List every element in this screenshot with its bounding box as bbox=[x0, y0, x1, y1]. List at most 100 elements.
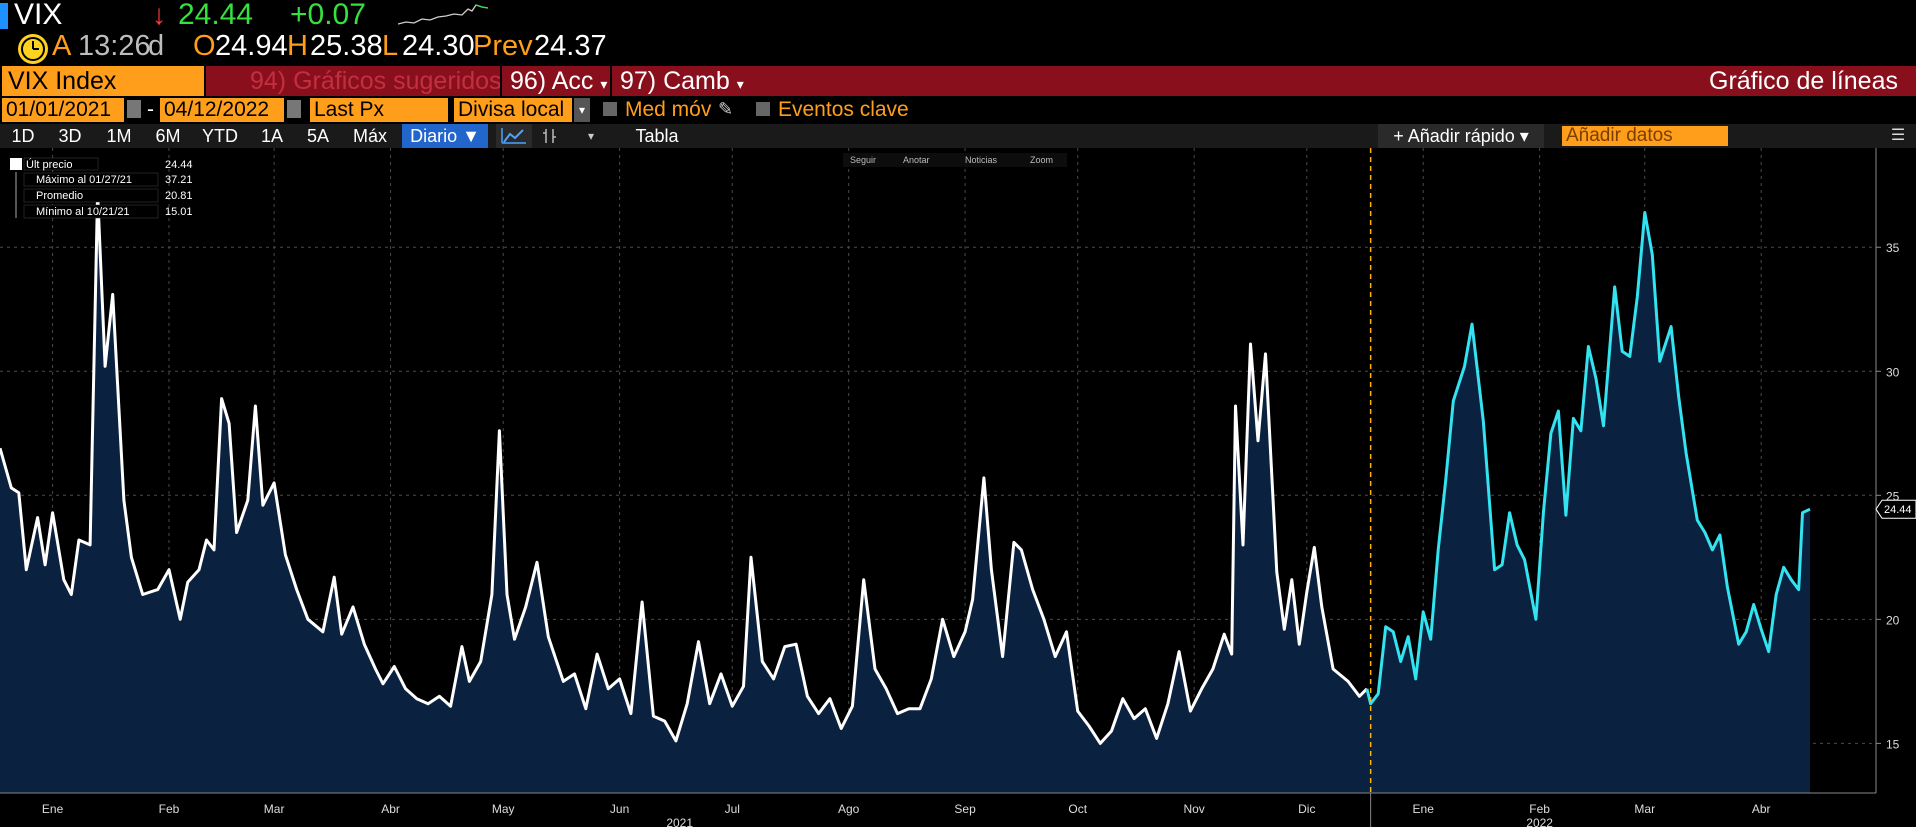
frequency-select[interactable]: Diario ▼ bbox=[402, 124, 488, 148]
add-fast-button[interactable]: + Añadir rápido ▾ bbox=[1378, 124, 1544, 148]
x-axis-ticks: Ene Feb Mar Abr May Jun Jul Ago Sep Oct Nov Dic Ene F… bbox=[42, 793, 1771, 827]
low-value: 24.30 bbox=[402, 30, 475, 62]
x-tick-label: Mar bbox=[1634, 802, 1655, 816]
pencil-icon[interactable]: ✎ bbox=[718, 99, 734, 119]
key-events-checkbox[interactable] bbox=[756, 102, 770, 116]
y-tick-label: 20 bbox=[1886, 613, 1900, 627]
legend-min-value: 15.01 bbox=[165, 206, 193, 218]
period-1a[interactable]: 1A bbox=[260, 126, 284, 146]
x-tick-label: Sep bbox=[954, 802, 976, 816]
start-date-input[interactable]: 01/01/2021 bbox=[2, 98, 124, 122]
line-chart-icon[interactable] bbox=[496, 124, 532, 148]
mini-toolbar: Seguir Anotar Noticias Zoom bbox=[843, 153, 1067, 167]
moving-average-checkbox[interactable] bbox=[603, 102, 617, 116]
last-value-marker: 24.44 bbox=[1875, 499, 1916, 519]
chevron-down-icon: ▾ bbox=[600, 76, 608, 92]
field-select[interactable]: Last Px bbox=[310, 98, 448, 122]
open-label: O bbox=[193, 30, 216, 62]
change-menu-label: 97) Camb bbox=[620, 67, 730, 95]
legend-avg-value: 20.81 bbox=[165, 190, 193, 202]
mini-zoom-button[interactable]: Zoom bbox=[1030, 155, 1053, 165]
mini-annotate-button[interactable]: Anotar bbox=[903, 155, 930, 165]
period-6m[interactable]: 6M bbox=[155, 126, 181, 146]
menu-bar bbox=[206, 66, 1916, 96]
x-tick-label: Ene bbox=[42, 802, 64, 816]
menu-divider bbox=[610, 66, 612, 96]
settings-dropdown-icon[interactable]: ☰ bbox=[1890, 127, 1906, 144]
quote-time: 13:26 bbox=[78, 30, 151, 62]
chevron-down-icon: ▾ bbox=[736, 76, 744, 92]
legend: Últ precio 24.44 Máximo al 01/27/21 37.2… bbox=[10, 157, 193, 219]
change-menu[interactable]: 97) Camb ▾ bbox=[620, 66, 744, 99]
chevron-down-icon[interactable]: ▾ bbox=[574, 98, 590, 122]
moving-average-label: Med móv bbox=[625, 98, 712, 121]
sparkline-icon bbox=[398, 4, 488, 25]
ticker-color-bar bbox=[0, 3, 8, 29]
currency-select[interactable]: Divisa local bbox=[454, 98, 572, 122]
series-line-2022 bbox=[1365, 211, 1811, 706]
period-max[interactable]: Máx bbox=[352, 126, 387, 146]
end-date-input[interactable]: 04/12/2022 bbox=[160, 98, 284, 122]
last-value-label: 24.44 bbox=[1884, 504, 1912, 516]
legend-min-label: Mínimo al 10/21/21 bbox=[36, 206, 130, 218]
y-tick-label: 15 bbox=[1886, 737, 1900, 751]
calendar-icon[interactable] bbox=[127, 100, 141, 118]
period-1d[interactable]: 1D bbox=[11, 126, 35, 146]
year-label: 2021 bbox=[666, 816, 693, 827]
chart-type-label: Gráfico de líneas bbox=[1709, 67, 1898, 95]
mini-follow-button[interactable]: Seguir bbox=[850, 155, 876, 165]
source-code: A bbox=[52, 30, 72, 62]
chevron-down-icon[interactable]: ▾ bbox=[588, 129, 595, 143]
ticker-symbol[interactable]: VIX bbox=[14, 0, 63, 31]
last-price: 24.44 bbox=[178, 0, 254, 31]
x-tick-label: Nov bbox=[1183, 802, 1204, 816]
x-tick-label: Jun bbox=[610, 802, 629, 816]
date-range-dash: - bbox=[147, 98, 154, 121]
clock-icon bbox=[18, 34, 48, 64]
x-tick-label: Abr bbox=[1752, 802, 1771, 816]
security-field[interactable]: VIX Index bbox=[2, 66, 204, 96]
year-label: 2022 bbox=[1526, 816, 1553, 827]
legend-avg-label: Promedio bbox=[36, 190, 83, 202]
period-5a[interactable]: 5A bbox=[306, 126, 330, 146]
low-label: L bbox=[382, 30, 399, 62]
actions-menu-label: 96) Acc bbox=[510, 67, 594, 95]
high-value: 25.38 bbox=[310, 30, 383, 62]
legend-max-label: Máximo al 01/27/21 bbox=[36, 174, 132, 186]
period-1m[interactable]: 1M bbox=[106, 126, 132, 146]
candlestick-icon[interactable] bbox=[538, 124, 562, 148]
area-fill-path bbox=[0, 192, 1810, 793]
prev-label: Prev bbox=[473, 30, 533, 62]
x-tick-label: Mar bbox=[264, 802, 285, 816]
x-tick-label: Ene bbox=[1413, 802, 1435, 816]
legend-max-value: 37.21 bbox=[165, 174, 193, 186]
period-3d[interactable]: 3D bbox=[58, 126, 82, 146]
calendar-icon[interactable] bbox=[287, 100, 301, 118]
x-tick-label: Dic bbox=[1298, 802, 1315, 816]
high-label: H bbox=[287, 30, 308, 62]
x-tick-label: Oct bbox=[1068, 802, 1087, 816]
price-change: +0.07 bbox=[290, 0, 366, 31]
legend-last-label: Últ precio bbox=[26, 158, 72, 171]
add-data-input[interactable]: Añadir datos bbox=[1562, 126, 1728, 146]
x-tick-label: Ago bbox=[838, 802, 860, 816]
menu-divider bbox=[500, 66, 502, 96]
down-arrow-icon: ↓ bbox=[152, 0, 166, 30]
source-code-2: d bbox=[148, 30, 165, 62]
actions-menu[interactable]: 96) Acc ▾ bbox=[510, 66, 607, 99]
key-events-label: Eventos clave bbox=[778, 98, 909, 121]
x-tick-label: Abr bbox=[381, 802, 400, 816]
table-button[interactable]: Tabla bbox=[635, 126, 679, 146]
open-value: 24.94 bbox=[215, 30, 288, 62]
mini-news-button[interactable]: Noticias bbox=[965, 155, 998, 165]
period-ytd[interactable]: YTD bbox=[202, 126, 238, 146]
suggested-charts-menu[interactable]: 94) Gráficos sugeridos bbox=[250, 67, 502, 95]
x-tick-label: Jul bbox=[725, 802, 740, 816]
x-tick-label: Feb bbox=[1529, 802, 1550, 816]
prev-value: 24.37 bbox=[534, 30, 607, 62]
series-line-2021 bbox=[0, 191, 1368, 745]
x-tick-label: Feb bbox=[159, 802, 180, 816]
y-tick-label: 35 bbox=[1886, 241, 1900, 255]
series-lines bbox=[0, 191, 1811, 745]
